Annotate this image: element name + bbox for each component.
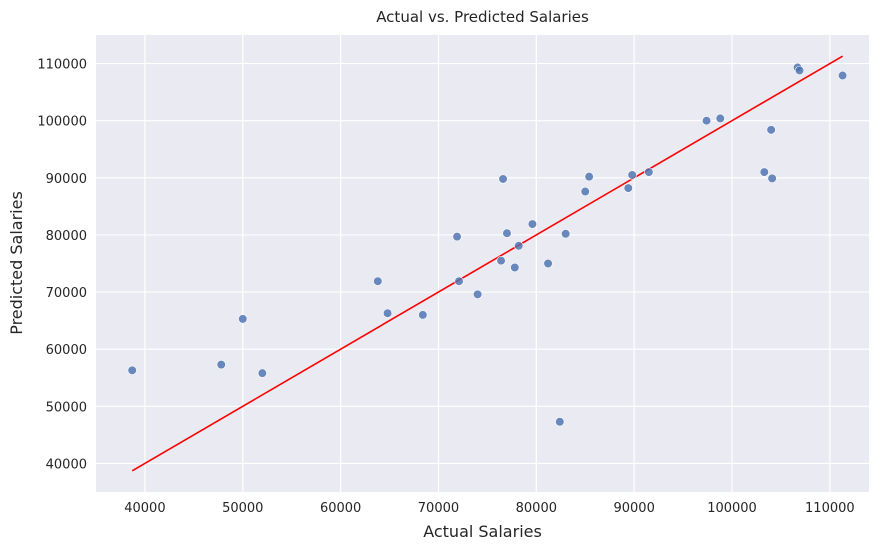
x-tick-label: 100000 <box>707 501 757 516</box>
x-tick-label: 60000 <box>320 501 361 516</box>
y-tick-label: 90000 <box>46 172 87 187</box>
reference-line-layer <box>131 55 843 472</box>
x-tick-label: 70000 <box>418 501 459 516</box>
y-tick-label: 100000 <box>37 115 87 130</box>
data-point <box>766 125 776 135</box>
data-point <box>627 170 637 180</box>
data-point <box>510 262 520 273</box>
x-axis-label: Actual Salaries <box>423 522 542 541</box>
data-point <box>257 368 267 378</box>
data-point <box>502 228 512 238</box>
data-point <box>514 241 524 251</box>
y-axis-label: Predicted Salaries <box>7 191 26 335</box>
tick-labels-layer: 40000 50000 60000 70000 80000 90000 100000 1100… <box>37 58 854 516</box>
x-tick-label: 110000 <box>805 501 855 516</box>
data-point <box>644 167 654 177</box>
x-tick-label: 80000 <box>516 501 557 516</box>
data-point <box>527 219 538 229</box>
data-point <box>794 65 805 76</box>
data-point <box>382 308 393 318</box>
data-point <box>701 116 712 126</box>
data-point <box>216 360 226 370</box>
data-point <box>127 365 137 375</box>
data-point <box>452 232 462 242</box>
data-points-layer <box>127 62 848 427</box>
data-point <box>584 172 594 182</box>
data-point <box>715 113 725 124</box>
data-point <box>837 70 848 81</box>
y-tick-label: 40000 <box>46 457 87 472</box>
data-point <box>454 276 464 286</box>
data-point <box>543 258 553 269</box>
data-point <box>767 173 777 183</box>
reference-line <box>131 55 843 472</box>
data-point <box>759 167 769 177</box>
plot-area <box>96 35 869 492</box>
y-tick-label: 60000 <box>46 343 87 358</box>
x-tick-label: 90000 <box>613 501 654 516</box>
data-point <box>561 229 571 239</box>
data-point <box>623 183 633 193</box>
data-point <box>473 289 483 299</box>
chart-title: Actual vs. Predicted Salaries <box>376 8 589 26</box>
y-tick-label: 80000 <box>46 229 87 244</box>
data-point <box>238 314 248 324</box>
data-point <box>373 276 383 286</box>
data-point <box>580 186 590 197</box>
y-tick-label: 50000 <box>46 400 87 415</box>
data-point <box>418 310 428 320</box>
data-point <box>498 174 508 184</box>
y-tick-label: 70000 <box>46 286 87 301</box>
grid-lines <box>96 35 869 492</box>
y-tick-label: 110000 <box>37 58 87 73</box>
data-point <box>496 256 506 266</box>
x-tick-label: 50000 <box>222 501 263 516</box>
x-tick-label: 40000 <box>124 501 165 516</box>
data-point <box>555 417 565 427</box>
